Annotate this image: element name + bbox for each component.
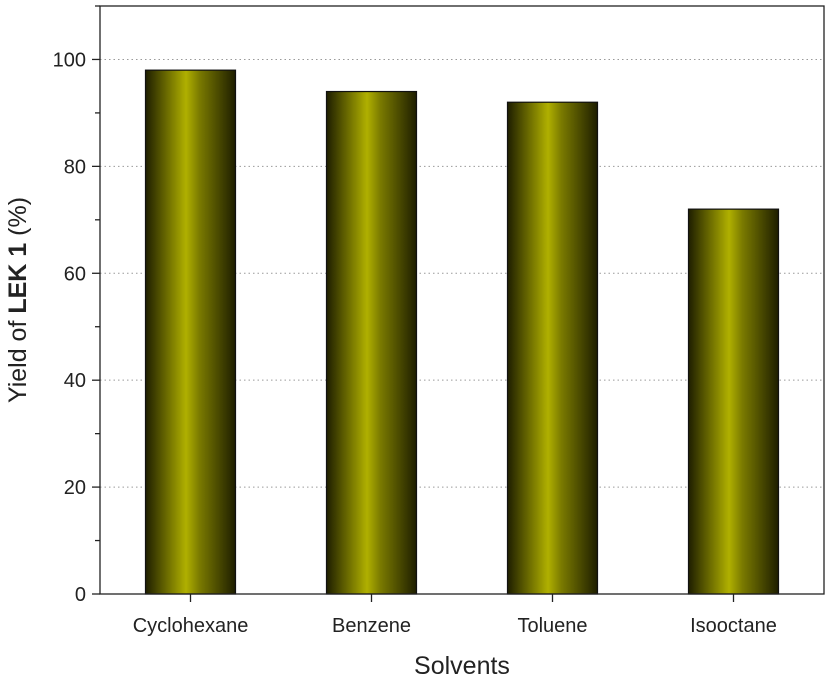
- plot-frame: [99, 5, 825, 595]
- bars: [144, 69, 780, 595]
- x-tick-label: Cyclohexane: [133, 615, 249, 637]
- bar-isooctane: [687, 208, 780, 595]
- x-axis-ticks: Cyclohexane Benzene Toluene Isooctane: [133, 594, 777, 637]
- x-tick-label: Isooctane: [690, 615, 777, 637]
- y-tick-label: 80: [64, 156, 86, 178]
- y-axis-title-bold: LEK 1: [4, 243, 32, 314]
- y-axis-title-suffix: (%): [4, 197, 32, 243]
- x-axis-title: Solvents: [414, 652, 510, 680]
- y-tick-label: 40: [64, 370, 86, 392]
- x-tick-label: Toluene: [517, 615, 587, 637]
- y-axis-title: Yield of LEK 1 (%): [4, 197, 32, 403]
- bar-benzene: [325, 90, 418, 595]
- bar-cyclohexane: [144, 69, 237, 595]
- y-tick-label: 60: [64, 263, 86, 285]
- y-axis-ticks: 0 20 40 60 80 100: [53, 5, 100, 606]
- y-tick-label: 0: [75, 584, 86, 606]
- y-axis-title-prefix: Yield of: [4, 314, 32, 403]
- x-tick-label: Benzene: [332, 615, 411, 637]
- y-tick-label: 100: [53, 49, 86, 71]
- bar-toluene: [506, 101, 599, 595]
- y-tick-label: 20: [64, 477, 86, 499]
